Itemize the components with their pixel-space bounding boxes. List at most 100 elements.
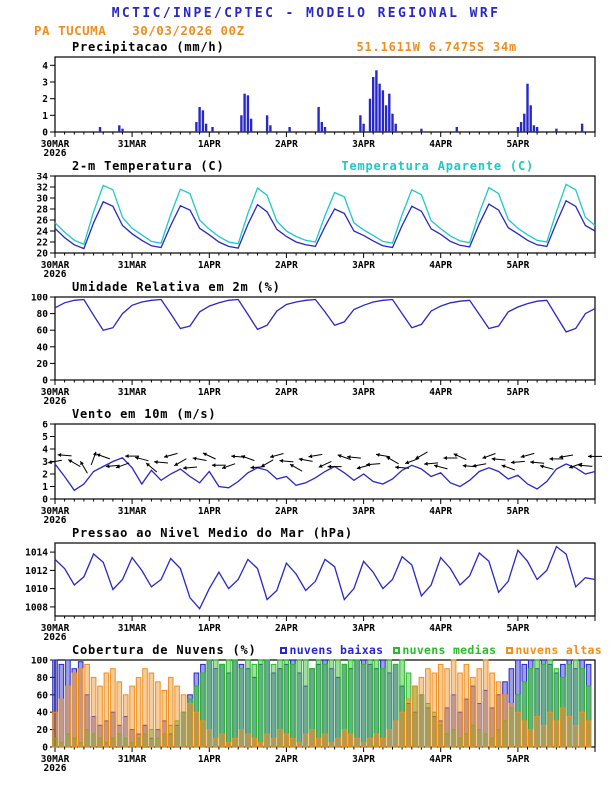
- svg-text:4: 4: [42, 61, 48, 72]
- svg-text:3APR: 3APR: [352, 260, 375, 271]
- svg-text:60: 60: [37, 326, 49, 337]
- svg-text:1014: 1014: [25, 548, 48, 559]
- svg-text:40: 40: [37, 708, 49, 719]
- svg-text:0: 0: [42, 495, 48, 506]
- svg-text:20: 20: [37, 725, 49, 736]
- svg-text:2: 2: [42, 94, 48, 105]
- svg-text:2026: 2026: [44, 269, 67, 279]
- svg-text:1APR: 1APR: [198, 623, 221, 634]
- svg-text:31MAR: 31MAR: [118, 260, 147, 271]
- cloud-legend: nuvens baixas nuvens medias nuvens altas: [280, 643, 602, 657]
- svg-text:1: 1: [42, 111, 48, 122]
- svg-text:1APR: 1APR: [198, 260, 221, 271]
- svg-text:4APR: 4APR: [429, 623, 452, 634]
- panel-title-pressure: Pressao ao Nivel Medio do Mar (hPa): [72, 526, 353, 540]
- svg-text:1APR: 1APR: [198, 754, 221, 765]
- legend-label-low-clouds: nuvens baixas: [289, 643, 384, 657]
- svg-text:1APR: 1APR: [198, 139, 221, 150]
- legend-label-mid-clouds: nuvens medias: [402, 643, 497, 657]
- legend-item-mid-clouds: nuvens medias: [393, 643, 496, 657]
- svg-text:30MAR: 30MAR: [41, 506, 70, 517]
- svg-text:80: 80: [37, 673, 49, 684]
- svg-text:4APR: 4APR: [429, 260, 452, 271]
- svg-text:0: 0: [42, 376, 48, 387]
- svg-text:2026: 2026: [44, 632, 67, 642]
- legend-swatch-mid-clouds-icon: [393, 647, 401, 654]
- panel-title-temperature: 2-m Temperatura (C): [72, 159, 225, 173]
- svg-text:3APR: 3APR: [352, 139, 375, 150]
- svg-text:3APR: 3APR: [352, 623, 375, 634]
- svg-text:20: 20: [37, 359, 49, 370]
- legend-item-high-clouds: nuvens altas: [506, 643, 602, 657]
- svg-text:80: 80: [37, 309, 49, 320]
- panel-title-cloud-cover: Cobertura de Nuvens (%): [72, 643, 257, 657]
- svg-text:3APR: 3APR: [352, 387, 375, 398]
- svg-text:2: 2: [42, 470, 48, 481]
- legend-item-low-clouds: nuvens baixas: [280, 643, 383, 657]
- svg-text:31MAR: 31MAR: [118, 506, 147, 517]
- svg-text:60: 60: [37, 690, 49, 701]
- panel-humidity: Umidade Relativa em 2m (%) 0 20 40 60 80 100 3…: [0, 280, 612, 406]
- svg-text:2APR: 2APR: [275, 387, 298, 398]
- svg-text:34: 34: [37, 173, 49, 183]
- panel-wind: Vento em 10m (m/s) 0 1 2 3 4 5 6 30MAR 2026 31MAR…: [0, 407, 612, 525]
- svg-text:24: 24: [37, 227, 49, 238]
- svg-text:1012: 1012: [25, 566, 48, 577]
- panel-cloud-cover: Cobertura de Nuvens (%) nuvens baixas nu…: [0, 643, 612, 773]
- svg-text:2APR: 2APR: [275, 506, 298, 517]
- svg-text:4APR: 4APR: [429, 754, 452, 765]
- panel-pressure: Pressao ao Nivel Medio do Mar (hPa) 1008…: [0, 526, 612, 642]
- svg-text:28: 28: [37, 205, 49, 216]
- svg-text:100: 100: [31, 294, 48, 304]
- svg-text:1010: 1010: [25, 584, 48, 595]
- svg-text:4APR: 4APR: [429, 387, 452, 398]
- panel-temperature: 2-m Temperatura (C) Temperatura Aparente…: [0, 159, 612, 279]
- svg-text:5APR: 5APR: [506, 387, 529, 398]
- svg-text:3APR: 3APR: [352, 754, 375, 765]
- svg-text:5APR: 5APR: [506, 754, 529, 765]
- svg-text:20: 20: [37, 249, 49, 260]
- svg-text:30MAR: 30MAR: [41, 260, 70, 271]
- legend-label-high-clouds: nuvens altas: [515, 643, 602, 657]
- panel-title-precipitation: Precipitacao (mm/h): [72, 40, 225, 54]
- svg-text:30MAR: 30MAR: [41, 139, 70, 150]
- svg-text:4APR: 4APR: [429, 139, 452, 150]
- svg-text:1008: 1008: [25, 602, 48, 613]
- svg-text:2026: 2026: [44, 515, 67, 525]
- svg-text:31MAR: 31MAR: [118, 754, 147, 765]
- svg-text:26: 26: [37, 216, 49, 227]
- svg-text:1APR: 1APR: [198, 387, 221, 398]
- svg-text:2APR: 2APR: [275, 139, 298, 150]
- svg-text:5: 5: [42, 432, 48, 443]
- page-header: MCTIC/INPE/CPTEC - MODELO REGIONAL WRF P…: [0, 6, 612, 39]
- svg-text:3: 3: [42, 457, 48, 468]
- svg-text:0: 0: [42, 743, 48, 754]
- svg-text:0: 0: [42, 128, 48, 139]
- legend-swatch-low-clouds-icon: [280, 647, 288, 654]
- panel-title-humidity: Umidade Relativa em 2m (%): [72, 280, 281, 294]
- svg-text:2APR: 2APR: [275, 623, 298, 634]
- svg-text:3: 3: [42, 78, 48, 89]
- svg-text:5APR: 5APR: [506, 260, 529, 271]
- svg-text:1APR: 1APR: [198, 506, 221, 517]
- svg-text:4: 4: [42, 445, 48, 456]
- svg-text:30MAR: 30MAR: [41, 623, 70, 634]
- panel-precipitation: Precipitacao (mm/h) 51.1611W 6.7475S 34m…: [0, 40, 612, 158]
- svg-text:31MAR: 31MAR: [118, 387, 147, 398]
- apparent-temperature-label: Temperatura Aparente (C): [341, 159, 534, 173]
- svg-text:2APR: 2APR: [275, 754, 298, 765]
- panel-title-wind: Vento em 10m (m/s): [72, 407, 217, 421]
- svg-text:32: 32: [37, 183, 48, 194]
- svg-text:2APR: 2APR: [275, 260, 298, 271]
- legend-swatch-high-clouds-icon: [506, 647, 514, 654]
- svg-text:3APR: 3APR: [352, 506, 375, 517]
- svg-text:22: 22: [37, 238, 48, 249]
- svg-text:5APR: 5APR: [506, 623, 529, 634]
- svg-text:4APR: 4APR: [429, 506, 452, 517]
- svg-text:2026: 2026: [44, 763, 67, 773]
